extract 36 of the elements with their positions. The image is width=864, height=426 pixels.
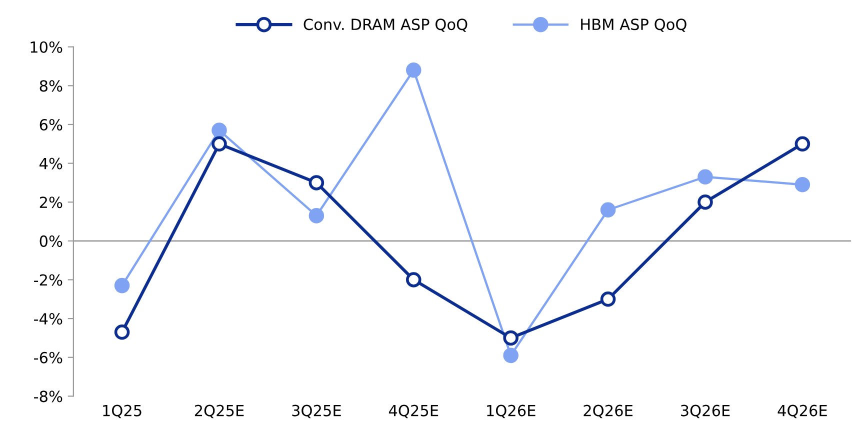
point (503, 330, 518, 346)
y-tick-label: -4% (34, 313, 62, 325)
point (114, 324, 130, 340)
point (600, 292, 616, 307)
legend-label: Conv. DRAM ASP QoQ (304, 18, 468, 32)
point (794, 136, 810, 152)
point (794, 177, 810, 192)
point (308, 208, 324, 224)
point (212, 122, 227, 138)
point (698, 194, 713, 210)
x-tick-label: 3Q26E (680, 404, 730, 418)
y-tick-label: 6% (40, 118, 62, 131)
legend-label: HBM ASP QoQ (581, 18, 686, 32)
x-tick-label: 2Q26E (584, 404, 632, 418)
x-tick-label: 1Q25 (103, 404, 142, 418)
y-tick-label: -2% (34, 274, 62, 286)
y-tick-label: -6% (34, 352, 62, 364)
x-tick-label: 1Q26E (487, 404, 536, 418)
point (406, 62, 422, 78)
point (114, 278, 130, 294)
point (600, 202, 616, 218)
x-tick-label: 4Q26E (778, 404, 827, 418)
point (406, 272, 422, 288)
point (308, 175, 324, 190)
point (698, 169, 713, 185)
y-tick-label: 2% (40, 196, 62, 208)
y-tick-label: 0% (40, 235, 62, 247)
y-tick-label: 10% (30, 41, 62, 53)
y-tick-label: 8% (40, 80, 62, 92)
x-tick-label: 4Q25E (388, 404, 438, 418)
y-tick-label: 4% (40, 158, 62, 170)
point (503, 348, 518, 364)
x-tick-label: 3Q25E (292, 404, 341, 418)
y-tick-label: -8% (34, 390, 62, 402)
x-tick-label: 2Q25E (194, 404, 244, 418)
point (212, 136, 227, 152)
